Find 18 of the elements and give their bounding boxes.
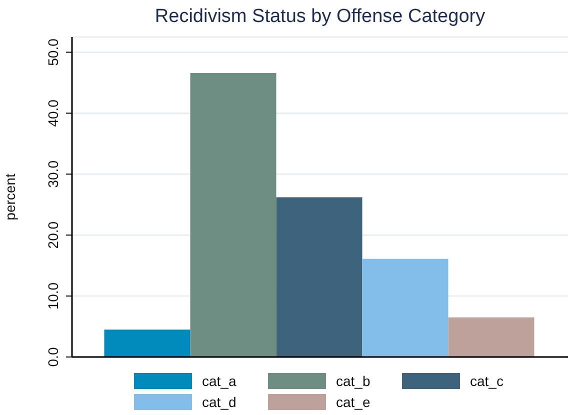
y-tick-label: 30.0 xyxy=(45,160,61,188)
legend-label: cat_c xyxy=(470,372,504,388)
bar xyxy=(362,258,448,357)
y-axis-title: percent xyxy=(2,174,18,220)
y-tick-label: 10.0 xyxy=(45,282,61,310)
bar xyxy=(448,317,534,357)
chart-title: Recidivism Status by Offense Category xyxy=(154,6,486,28)
y-tick-label: 50.0 xyxy=(45,38,61,66)
legend-label: cat_b xyxy=(336,372,370,388)
bar xyxy=(104,330,190,357)
legend-label: cat_e xyxy=(336,394,370,410)
y-tick-label: 20.0 xyxy=(45,221,61,249)
legend-label: cat_d xyxy=(202,394,236,410)
bar xyxy=(190,72,276,357)
bar xyxy=(276,197,362,357)
y-tick-label: 40.0 xyxy=(45,99,61,127)
legend-label: cat_a xyxy=(202,372,236,388)
y-tick-label: 0.0 xyxy=(45,347,61,367)
